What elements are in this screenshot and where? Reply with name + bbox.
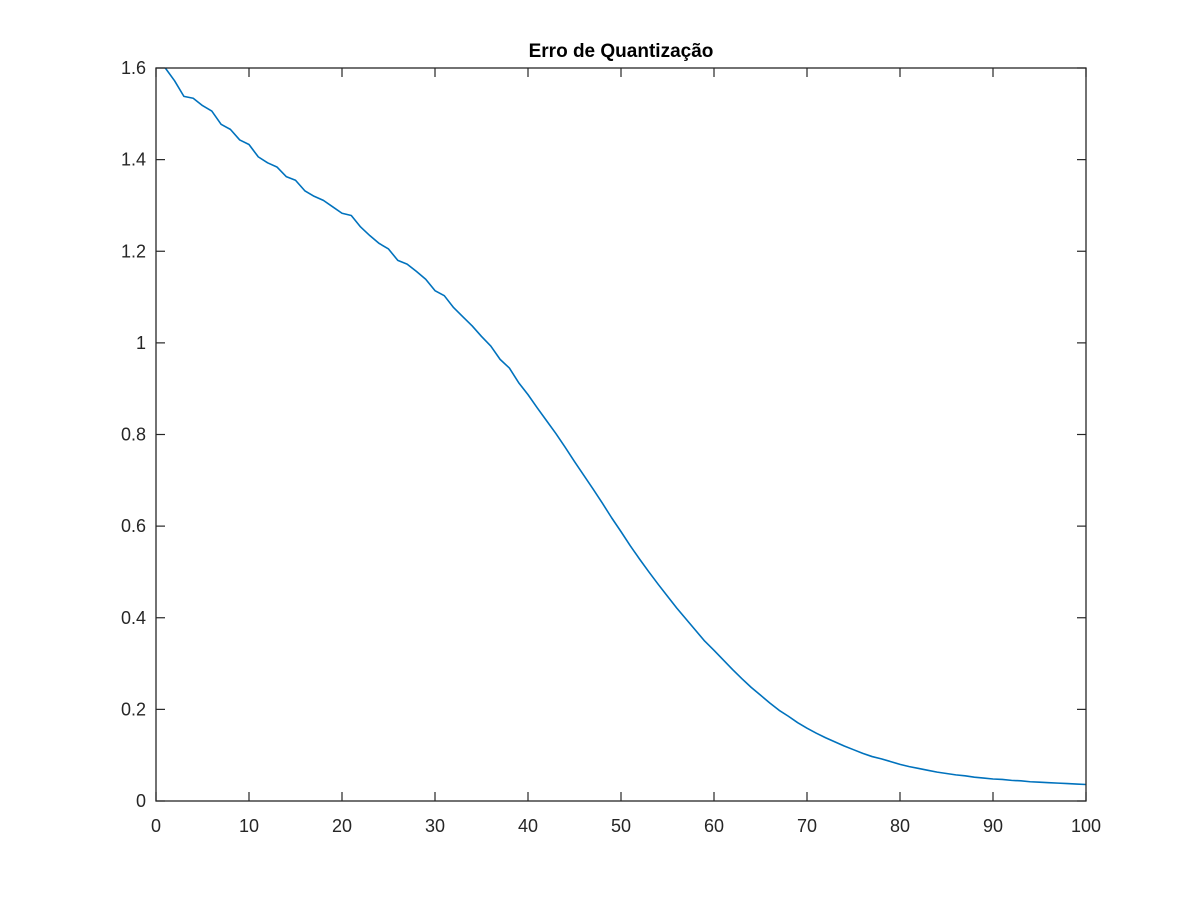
y-tick-label: 0.8: [121, 425, 146, 445]
x-tick-label: 80: [890, 816, 910, 836]
x-tick-label: 30: [425, 816, 445, 836]
y-tick-label: 0.2: [121, 699, 146, 719]
y-tick-label: 1.4: [121, 150, 146, 170]
x-tick-label: 40: [518, 816, 538, 836]
y-tick-label: 0: [136, 791, 146, 811]
series-layer: [164, 67, 1087, 786]
chart-title: Erro de Quantização: [529, 41, 714, 62]
x-tick-label: 70: [797, 816, 817, 836]
axes-box: [155, 67, 1087, 802]
x-tick-label: 100: [1071, 816, 1101, 836]
x-tick-label: 90: [983, 816, 1003, 836]
x-tick-label: 10: [239, 816, 259, 836]
x-tick-label: 20: [332, 816, 352, 836]
y-tick-label: 0.6: [121, 516, 146, 536]
y-tick-label: 0.4: [121, 608, 146, 628]
y-tick-label: 1.2: [121, 241, 146, 261]
x-tick-label: 0: [151, 816, 161, 836]
series-line: [164, 67, 1087, 786]
tick-layer: 0 10 20 30 40 50 60 70 80 90 100 0 0.2 0.4 0.6 0.8 1 1.2 1…: [121, 58, 1101, 836]
plot-area: [156, 68, 1086, 801]
y-tick-label: 1.6: [121, 58, 146, 78]
x-tick-label: 50: [611, 816, 631, 836]
x-tick-label: 60: [704, 816, 724, 836]
y-tick-label: 1: [136, 333, 146, 353]
